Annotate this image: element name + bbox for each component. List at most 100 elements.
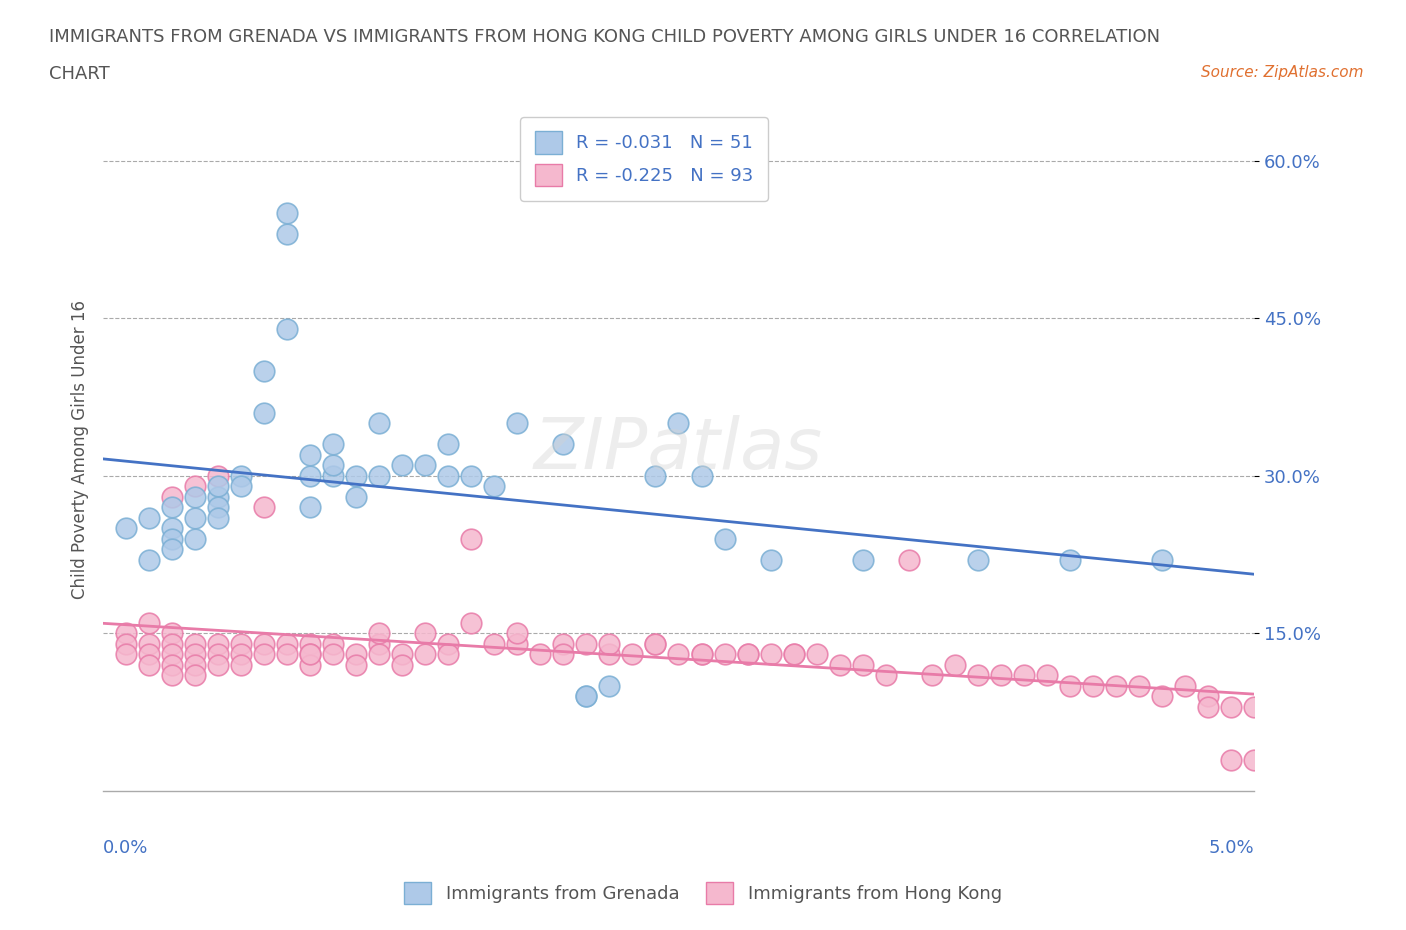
Point	[1219, 752, 1241, 767]
Point	[115, 636, 138, 651]
Point	[253, 500, 276, 515]
Point	[1081, 679, 1104, 694]
Point	[668, 416, 690, 431]
Point	[415, 626, 437, 641]
Point	[184, 636, 207, 651]
Point	[1150, 689, 1173, 704]
Point	[506, 626, 529, 641]
Point	[484, 636, 506, 651]
Point	[207, 479, 229, 494]
Point	[322, 636, 344, 651]
Point	[966, 552, 988, 567]
Text: ZIPatlas: ZIPatlas	[534, 415, 823, 484]
Point	[460, 531, 482, 546]
Point	[553, 647, 575, 662]
Point	[231, 636, 253, 651]
Point	[713, 531, 735, 546]
Point	[299, 500, 322, 515]
Point	[368, 469, 391, 484]
Point	[415, 647, 437, 662]
Point	[160, 500, 183, 515]
Point	[253, 647, 276, 662]
Point	[1243, 699, 1265, 714]
Point	[921, 668, 943, 683]
Point	[184, 531, 207, 546]
Point	[529, 647, 551, 662]
Point	[391, 647, 413, 662]
Point	[506, 416, 529, 431]
Point	[437, 437, 460, 452]
Point	[138, 636, 160, 651]
Point	[437, 636, 460, 651]
Point	[575, 636, 598, 651]
Point	[299, 647, 322, 662]
Point	[276, 647, 298, 662]
Point	[253, 364, 276, 379]
Point	[1059, 552, 1081, 567]
Point	[1197, 689, 1219, 704]
Point	[184, 489, 207, 504]
Point	[368, 416, 391, 431]
Point	[966, 668, 988, 683]
Point	[207, 658, 229, 672]
Point	[184, 479, 207, 494]
Point	[184, 668, 207, 683]
Point	[160, 636, 183, 651]
Point	[759, 647, 782, 662]
Point	[344, 489, 367, 504]
Point	[644, 636, 666, 651]
Point	[160, 489, 183, 504]
Text: CHART: CHART	[49, 65, 110, 83]
Point	[1174, 679, 1197, 694]
Point	[598, 647, 620, 662]
Point	[115, 626, 138, 641]
Point	[138, 658, 160, 672]
Point	[253, 636, 276, 651]
Point	[391, 458, 413, 472]
Point	[1150, 552, 1173, 567]
Point	[322, 458, 344, 472]
Point	[668, 647, 690, 662]
Point	[160, 647, 183, 662]
Point	[690, 647, 713, 662]
Point	[231, 479, 253, 494]
Point	[138, 552, 160, 567]
Point	[299, 658, 322, 672]
Point	[276, 206, 298, 220]
Point	[598, 679, 620, 694]
Point	[690, 469, 713, 484]
Text: 0.0%: 0.0%	[103, 839, 149, 857]
Point	[415, 458, 437, 472]
Point	[553, 437, 575, 452]
Point	[299, 469, 322, 484]
Point	[299, 636, 322, 651]
Point	[344, 469, 367, 484]
Point	[231, 647, 253, 662]
Point	[943, 658, 966, 672]
Point	[621, 647, 644, 662]
Point	[115, 521, 138, 536]
Point	[322, 437, 344, 452]
Point	[806, 647, 828, 662]
Point	[115, 647, 138, 662]
Point	[231, 658, 253, 672]
Text: IMMIGRANTS FROM GRENADA VS IMMIGRANTS FROM HONG KONG CHILD POVERTY AMONG GIRLS U: IMMIGRANTS FROM GRENADA VS IMMIGRANTS FR…	[49, 28, 1160, 46]
Point	[160, 542, 183, 557]
Point	[460, 616, 482, 631]
Point	[644, 636, 666, 651]
Point	[184, 511, 207, 525]
Point	[184, 647, 207, 662]
Point	[138, 647, 160, 662]
Text: Source: ZipAtlas.com: Source: ZipAtlas.com	[1201, 65, 1364, 80]
Point	[484, 479, 506, 494]
Point	[160, 626, 183, 641]
Point	[207, 511, 229, 525]
Point	[782, 647, 804, 662]
Point	[299, 647, 322, 662]
Point	[1243, 752, 1265, 767]
Point	[875, 668, 897, 683]
Point	[276, 227, 298, 242]
Point	[299, 447, 322, 462]
Point	[759, 552, 782, 567]
Point	[575, 689, 598, 704]
